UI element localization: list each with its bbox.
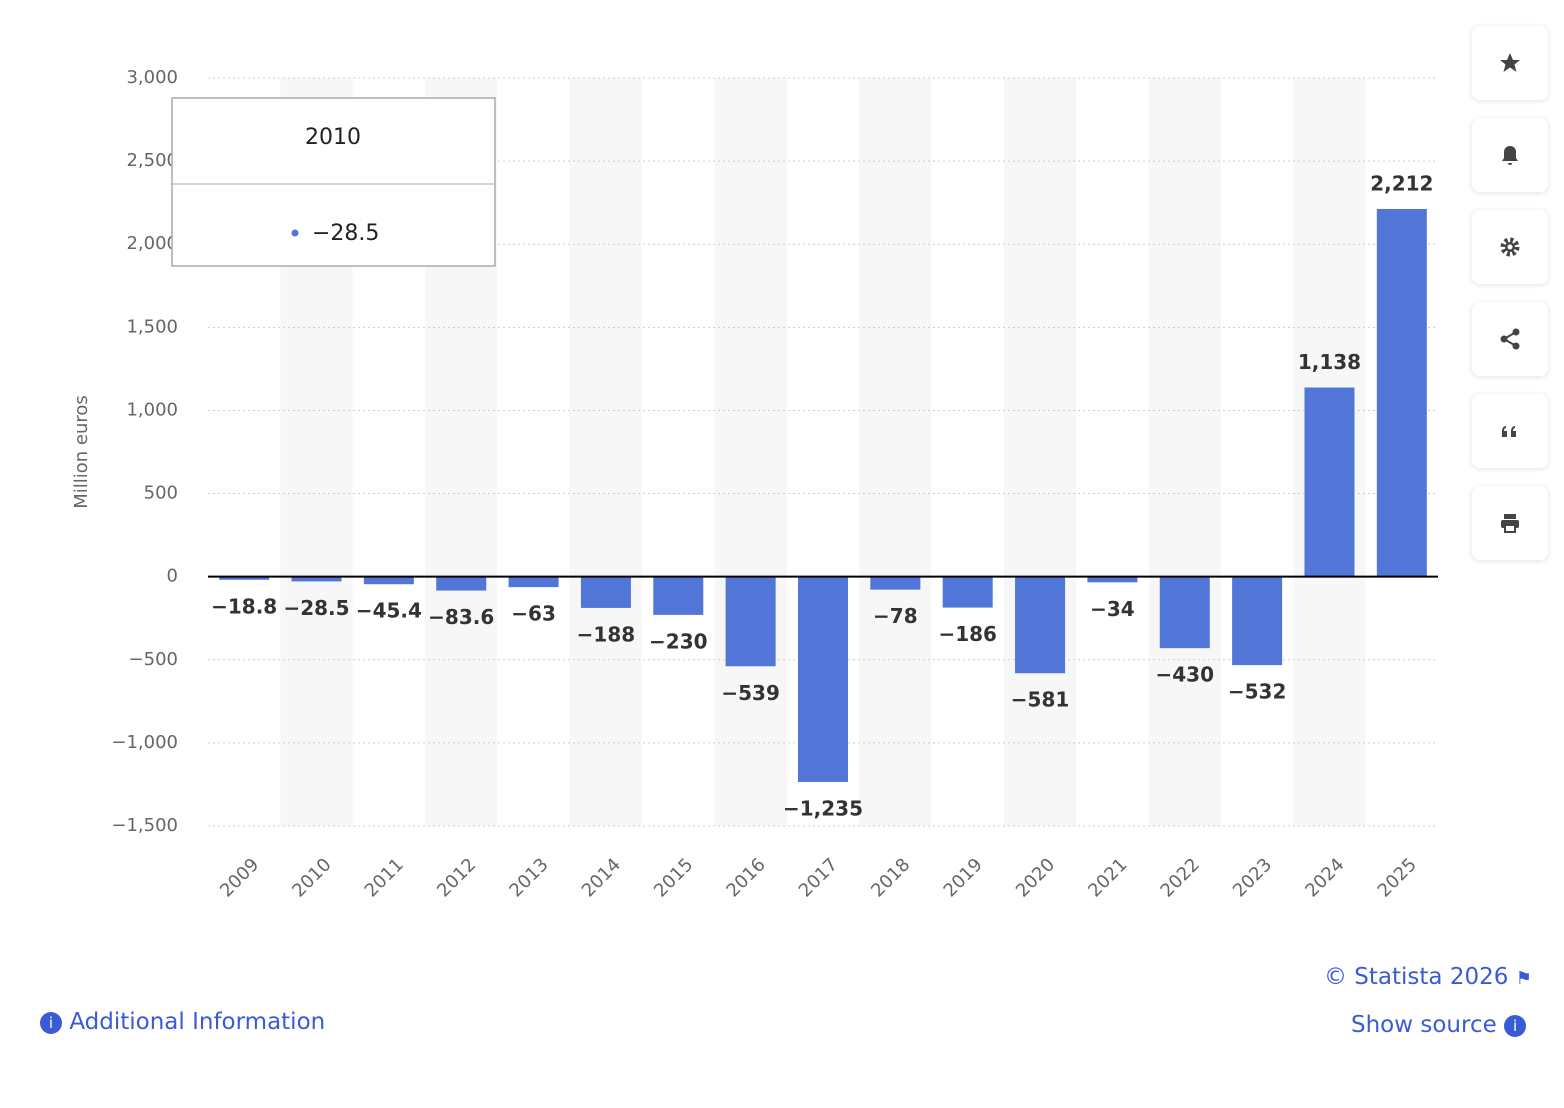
bar (798, 576, 848, 782)
bar (580, 576, 631, 608)
cite-button[interactable] (1472, 394, 1548, 468)
x-tick-label: 2018 (867, 854, 914, 901)
data-label: −186 (938, 622, 997, 646)
favorite-button[interactable] (1472, 26, 1548, 100)
x-tick-label: 2009 (216, 854, 263, 901)
bar (653, 576, 704, 615)
info-text: Additional Information (69, 1009, 326, 1035)
data-label: −78 (873, 604, 918, 628)
bar (219, 576, 270, 580)
column-stripe (714, 78, 787, 826)
bar (942, 576, 993, 608)
data-label: −230 (649, 629, 708, 653)
data-label: −1,235 (783, 796, 863, 820)
bar (436, 576, 487, 591)
x-tick-label: 2020 (1012, 854, 1059, 901)
x-tick-label: 2021 (1084, 854, 1131, 901)
y-tick-label: 500 (144, 483, 178, 504)
bar (1304, 387, 1355, 577)
bar (363, 576, 414, 585)
tooltip-box (171, 97, 496, 267)
data-label: 1,138 (1298, 350, 1361, 374)
credit-text: © Statista 2026 (1324, 964, 1509, 990)
data-label: −539 (721, 681, 780, 705)
additional-info-link[interactable]: i Additional Information (40, 1009, 325, 1035)
x-tick-label: 2016 (722, 854, 769, 901)
y-tick-label: −1,000 (111, 732, 178, 753)
notification-button[interactable] (1472, 118, 1548, 192)
x-tick-label: 2023 (1229, 854, 1276, 901)
show-source-link[interactable]: Show source i (1351, 1012, 1527, 1038)
bar (508, 576, 559, 588)
tooltip: 2010 −28.5 (171, 97, 496, 267)
bar (725, 576, 776, 667)
data-label: 2,212 (1370, 171, 1433, 195)
bar (291, 576, 342, 582)
source-text: Show source (1351, 1012, 1497, 1038)
settings-button[interactable] (1472, 210, 1548, 284)
y-tick-label: 2,000 (126, 233, 178, 254)
data-label: −581 (1011, 688, 1070, 712)
data-label: −83.6 (428, 605, 494, 629)
tooltip-value: −28.5 (312, 221, 379, 246)
column-stripe (569, 78, 643, 826)
data-label: −188 (577, 622, 636, 646)
bar (870, 576, 921, 590)
data-label: −532 (1228, 680, 1287, 704)
x-tick-label: 2010 (288, 854, 335, 901)
y-tick-label: 3,000 (126, 67, 178, 88)
column-stripe (1003, 78, 1077, 826)
tooltip-title: 2010 (305, 125, 361, 150)
y-axis-label: Million euros (71, 395, 92, 509)
data-label: −28.5 (283, 596, 349, 620)
bar (1232, 576, 1283, 666)
data-label: −34 (1090, 597, 1135, 621)
y-tick-label: −500 (129, 649, 178, 670)
bar (1015, 576, 1066, 674)
y-tick-label: 0 (167, 566, 178, 587)
data-label: −18.8 (211, 594, 277, 618)
y-tick-label: −1,500 (111, 815, 178, 836)
chart: Million euros −1,500 −1,000 −500 0 500 1,000 1… (71, 67, 1438, 901)
x-tick-label: 2012 (433, 854, 480, 901)
x-tick-label: 2015 (650, 854, 697, 901)
column-stripe (1148, 78, 1221, 826)
y-tick-label: 2,500 (126, 150, 178, 171)
x-tick-label: 2011 (361, 854, 408, 901)
y-tick-label: 1,500 (126, 316, 178, 337)
x-tick-label: 2024 (1301, 854, 1348, 901)
x-tick-label: 2017 (795, 854, 842, 901)
data-label: −45.4 (356, 599, 422, 623)
bar (1376, 208, 1427, 577)
data-label: −430 (1156, 663, 1215, 687)
column-stripe (859, 78, 932, 826)
credit-link[interactable]: © Statista 2026 ⚑ (1324, 964, 1532, 990)
print-button[interactable] (1472, 486, 1548, 560)
share-button[interactable] (1472, 302, 1548, 376)
x-tick-label: 2019 (940, 854, 987, 901)
tooltip-dot (291, 229, 299, 237)
bar (1159, 576, 1210, 649)
x-tick-label: 2014 (578, 854, 625, 901)
x-tick-label: 2022 (1157, 854, 1204, 901)
bar (1087, 576, 1138, 583)
x-tick-label: 2025 (1374, 854, 1421, 901)
y-tick-label: 1,000 (126, 399, 178, 420)
data-label: −63 (511, 602, 556, 626)
x-tick-label: 2013 (505, 854, 552, 901)
